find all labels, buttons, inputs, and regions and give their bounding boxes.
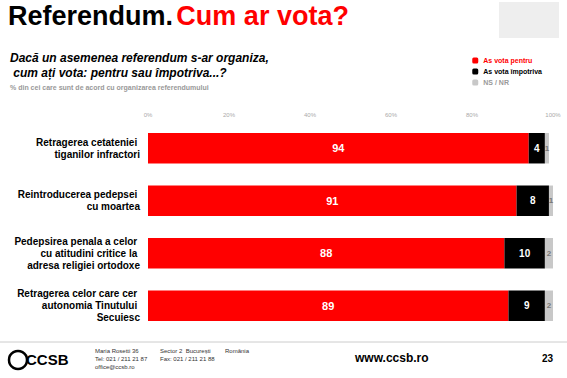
svg-text:cu atitudini critice la: cu atitudini critice la	[41, 248, 140, 259]
svg-text:As vota împotriva: As vota împotriva	[483, 68, 542, 76]
svg-text:8: 8	[530, 195, 536, 206]
svg-text:0%: 0%	[144, 112, 153, 118]
svg-text:94: 94	[332, 142, 345, 154]
svg-text:Secuiesc: Secuiesc	[97, 312, 141, 323]
svg-text:România: România	[225, 348, 250, 354]
svg-text:CCSB: CCSB	[26, 351, 69, 368]
svg-text:adresa religiei ortodoxe: adresa religiei ortodoxe	[27, 260, 140, 271]
svg-text:www.ccsb.ro: www.ccsb.ro	[354, 351, 429, 365]
svg-text:Pedepsirea penala a celor: Pedepsirea penala a celor	[14, 236, 140, 247]
svg-text:% din cei care sunt de acord c: % din cei care sunt de acord cu organiza…	[10, 84, 209, 92]
svg-text:100%: 100%	[545, 112, 561, 118]
svg-text:Maria Rosetti 36: Maria Rosetti 36	[95, 348, 139, 354]
svg-text:Retragerea celor care cer: Retragerea celor care cer	[17, 288, 140, 299]
svg-text:tiganilor infractori: tiganilor infractori	[54, 149, 140, 160]
svg-text:NS / NR: NS / NR	[483, 79, 509, 86]
svg-text:Fax: 021 / 211 21 88: Fax: 021 / 211 21 88	[160, 356, 215, 362]
svg-text:88: 88	[320, 247, 332, 259]
svg-text:Tel: 021 / 211 21 87: Tel: 021 / 211 21 87	[95, 356, 148, 362]
svg-text:1: 1	[549, 196, 554, 205]
svg-text:10: 10	[519, 248, 531, 259]
svg-text:office@ccsb.ro: office@ccsb.ro	[95, 364, 135, 370]
svg-text:1: 1	[545, 144, 550, 153]
svg-text:Reintroducerea pedepsei: Reintroducerea pedepsei	[18, 189, 140, 200]
svg-text:60%: 60%	[385, 112, 398, 118]
svg-text:89: 89	[322, 300, 334, 312]
svg-text:2: 2	[547, 301, 552, 310]
svg-text:4: 4	[534, 143, 540, 154]
svg-text:cu moartea: cu moartea	[87, 201, 141, 212]
svg-text:autonomia Tinutului: autonomia Tinutului	[42, 300, 140, 311]
svg-text:As vota pentru: As vota pentru	[483, 57, 532, 65]
svg-text:Referendum.: Referendum.	[8, 1, 173, 31]
svg-text:Sector 2 București: Sector 2 București	[160, 348, 211, 354]
svg-text:Dacă un asemenea referendum s-: Dacă un asemenea referendum s-ar organiz…	[10, 51, 269, 65]
svg-text:40%: 40%	[304, 112, 317, 118]
svg-text:cum ați vota: pentru sau împot: cum ați vota: pentru sau împotriva...?	[10, 66, 227, 80]
svg-text:Retragerea cetateniei: Retragerea cetateniei	[36, 137, 140, 148]
svg-text:23: 23	[542, 353, 554, 364]
svg-text:80%: 80%	[466, 112, 479, 118]
svg-text:20%: 20%	[223, 112, 236, 118]
svg-text:2: 2	[547, 249, 552, 258]
svg-text:Cum ar vota?: Cum ar vota?	[176, 1, 349, 31]
svg-text:9: 9	[524, 300, 530, 311]
svg-text:91: 91	[326, 195, 338, 207]
